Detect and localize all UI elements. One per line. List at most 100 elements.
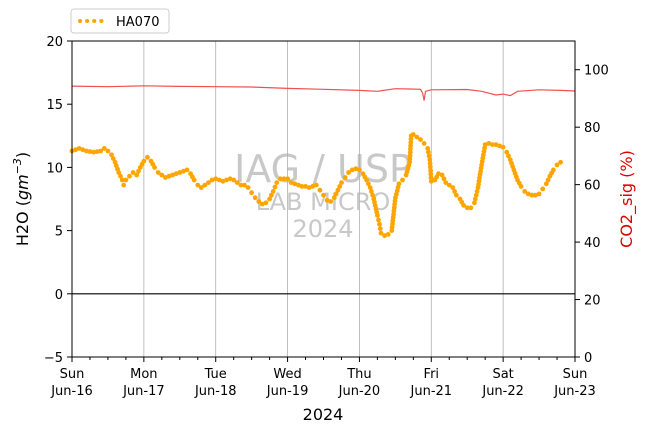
h2o-point xyxy=(98,148,104,154)
h2o-point xyxy=(490,142,495,148)
h2o-point xyxy=(421,141,427,146)
h2o-point xyxy=(366,181,371,187)
h2o-point xyxy=(342,175,348,180)
y-left-tick-label: −5 xyxy=(44,351,63,366)
h2o-point xyxy=(428,178,434,184)
h2o-point xyxy=(369,189,374,194)
h2o-point xyxy=(105,148,111,154)
h2o-point xyxy=(198,185,204,191)
h2o-point xyxy=(238,182,244,188)
h2o-point xyxy=(436,171,441,177)
x-tick-label-date: Jun-18 xyxy=(194,384,237,399)
h2o-point xyxy=(446,182,452,188)
h2o-point xyxy=(84,148,89,154)
y-axis-right-title: CO2_sig (%) xyxy=(617,150,637,248)
h2o-point xyxy=(428,175,434,181)
h2o-point xyxy=(281,176,287,182)
h2o-point xyxy=(382,233,387,239)
series-h2o xyxy=(69,132,563,239)
h2o-point xyxy=(396,181,402,187)
h2o-point xyxy=(439,172,445,178)
h2o-point xyxy=(109,152,114,158)
y-right-tick-label: 20 xyxy=(584,294,601,309)
h2o-point xyxy=(328,199,334,204)
y-left-tick-label: 20 xyxy=(46,35,63,50)
h2o-point xyxy=(441,176,447,182)
h2o-point xyxy=(231,177,237,183)
h2o-point xyxy=(473,192,479,198)
h2o-point xyxy=(558,159,563,165)
y-left-title-exp: −3 xyxy=(11,158,24,174)
legend: HA070 xyxy=(70,8,170,34)
h2o-point xyxy=(545,177,551,183)
x-tick-label-day: Sun xyxy=(60,367,85,382)
h2o-point xyxy=(414,134,420,140)
h2o-point xyxy=(346,170,351,175)
h2o-point xyxy=(452,189,457,194)
h2o-point xyxy=(529,192,535,198)
h2o-point xyxy=(299,184,305,189)
y-left-title-main: H2O ( xyxy=(13,200,32,246)
h2o-point xyxy=(506,153,511,159)
h2o-point xyxy=(155,170,161,175)
x-tick-label-day: Fri xyxy=(424,367,440,382)
h2o-point xyxy=(220,178,226,184)
h2o-point xyxy=(410,132,416,137)
watermark: IAG / USP LAB MICRO 2024 xyxy=(234,147,412,243)
h2o-point xyxy=(306,185,312,191)
h2o-point xyxy=(426,153,432,159)
h2o-point xyxy=(163,175,168,180)
h2o-point xyxy=(428,171,434,177)
h2o-point xyxy=(76,146,82,151)
h2o-point xyxy=(152,165,158,170)
y-right-tick-label: 40 xyxy=(584,236,601,251)
h2o-point xyxy=(377,221,382,227)
h2o-point xyxy=(134,172,140,178)
h2o-point xyxy=(270,189,276,194)
h2o-point xyxy=(536,191,542,197)
x-tick-label-date: Jun-22 xyxy=(481,384,524,399)
x-tick-label-date: Jun-20 xyxy=(338,384,381,399)
h2o-point xyxy=(335,187,341,193)
h2o-point xyxy=(367,185,373,191)
h2o-point xyxy=(91,149,96,155)
h2o-point xyxy=(73,147,78,153)
x-tick-label-day: Tue xyxy=(204,367,227,382)
h2o-point xyxy=(80,147,86,153)
watermark-line1: IAG / USP xyxy=(234,147,412,191)
h2o-point xyxy=(191,177,197,183)
h2o-point xyxy=(408,143,413,149)
h2o-point xyxy=(385,232,391,237)
y-right-tick-label: 60 xyxy=(584,179,601,194)
h2o-point xyxy=(242,182,247,188)
x-tick-label-day: Thu xyxy=(346,367,371,382)
h2o-point xyxy=(313,182,319,188)
h2o-point xyxy=(267,196,272,202)
legend-box xyxy=(70,8,170,34)
h2o-point xyxy=(472,200,477,206)
y-left-title-close: ) xyxy=(13,152,32,158)
y-left-tick-label: 15 xyxy=(46,98,63,113)
y-left-tick-label: 10 xyxy=(46,161,63,176)
h2o-point xyxy=(119,177,125,183)
h2o-point xyxy=(252,195,258,201)
h2o-point xyxy=(123,177,129,183)
h2o-point xyxy=(101,146,107,151)
h2o-point xyxy=(454,192,459,198)
h2o-point xyxy=(426,149,431,155)
h2o-point xyxy=(234,180,240,186)
y-right-tick-label: 0 xyxy=(584,351,592,366)
h2o-point xyxy=(116,170,122,175)
x-tick-label-date: Jun-19 xyxy=(266,384,309,399)
h2o-point xyxy=(427,157,433,163)
h2o-point xyxy=(427,164,433,170)
h2o-point xyxy=(500,144,506,150)
h2o-point xyxy=(278,176,283,182)
series-co2-line xyxy=(71,85,576,101)
h2o-point xyxy=(87,149,93,155)
h2o-point xyxy=(260,201,265,207)
h2o-point xyxy=(195,182,201,188)
h2o-point xyxy=(464,205,470,211)
h2o-point xyxy=(272,184,278,190)
h2o-point xyxy=(145,154,150,160)
